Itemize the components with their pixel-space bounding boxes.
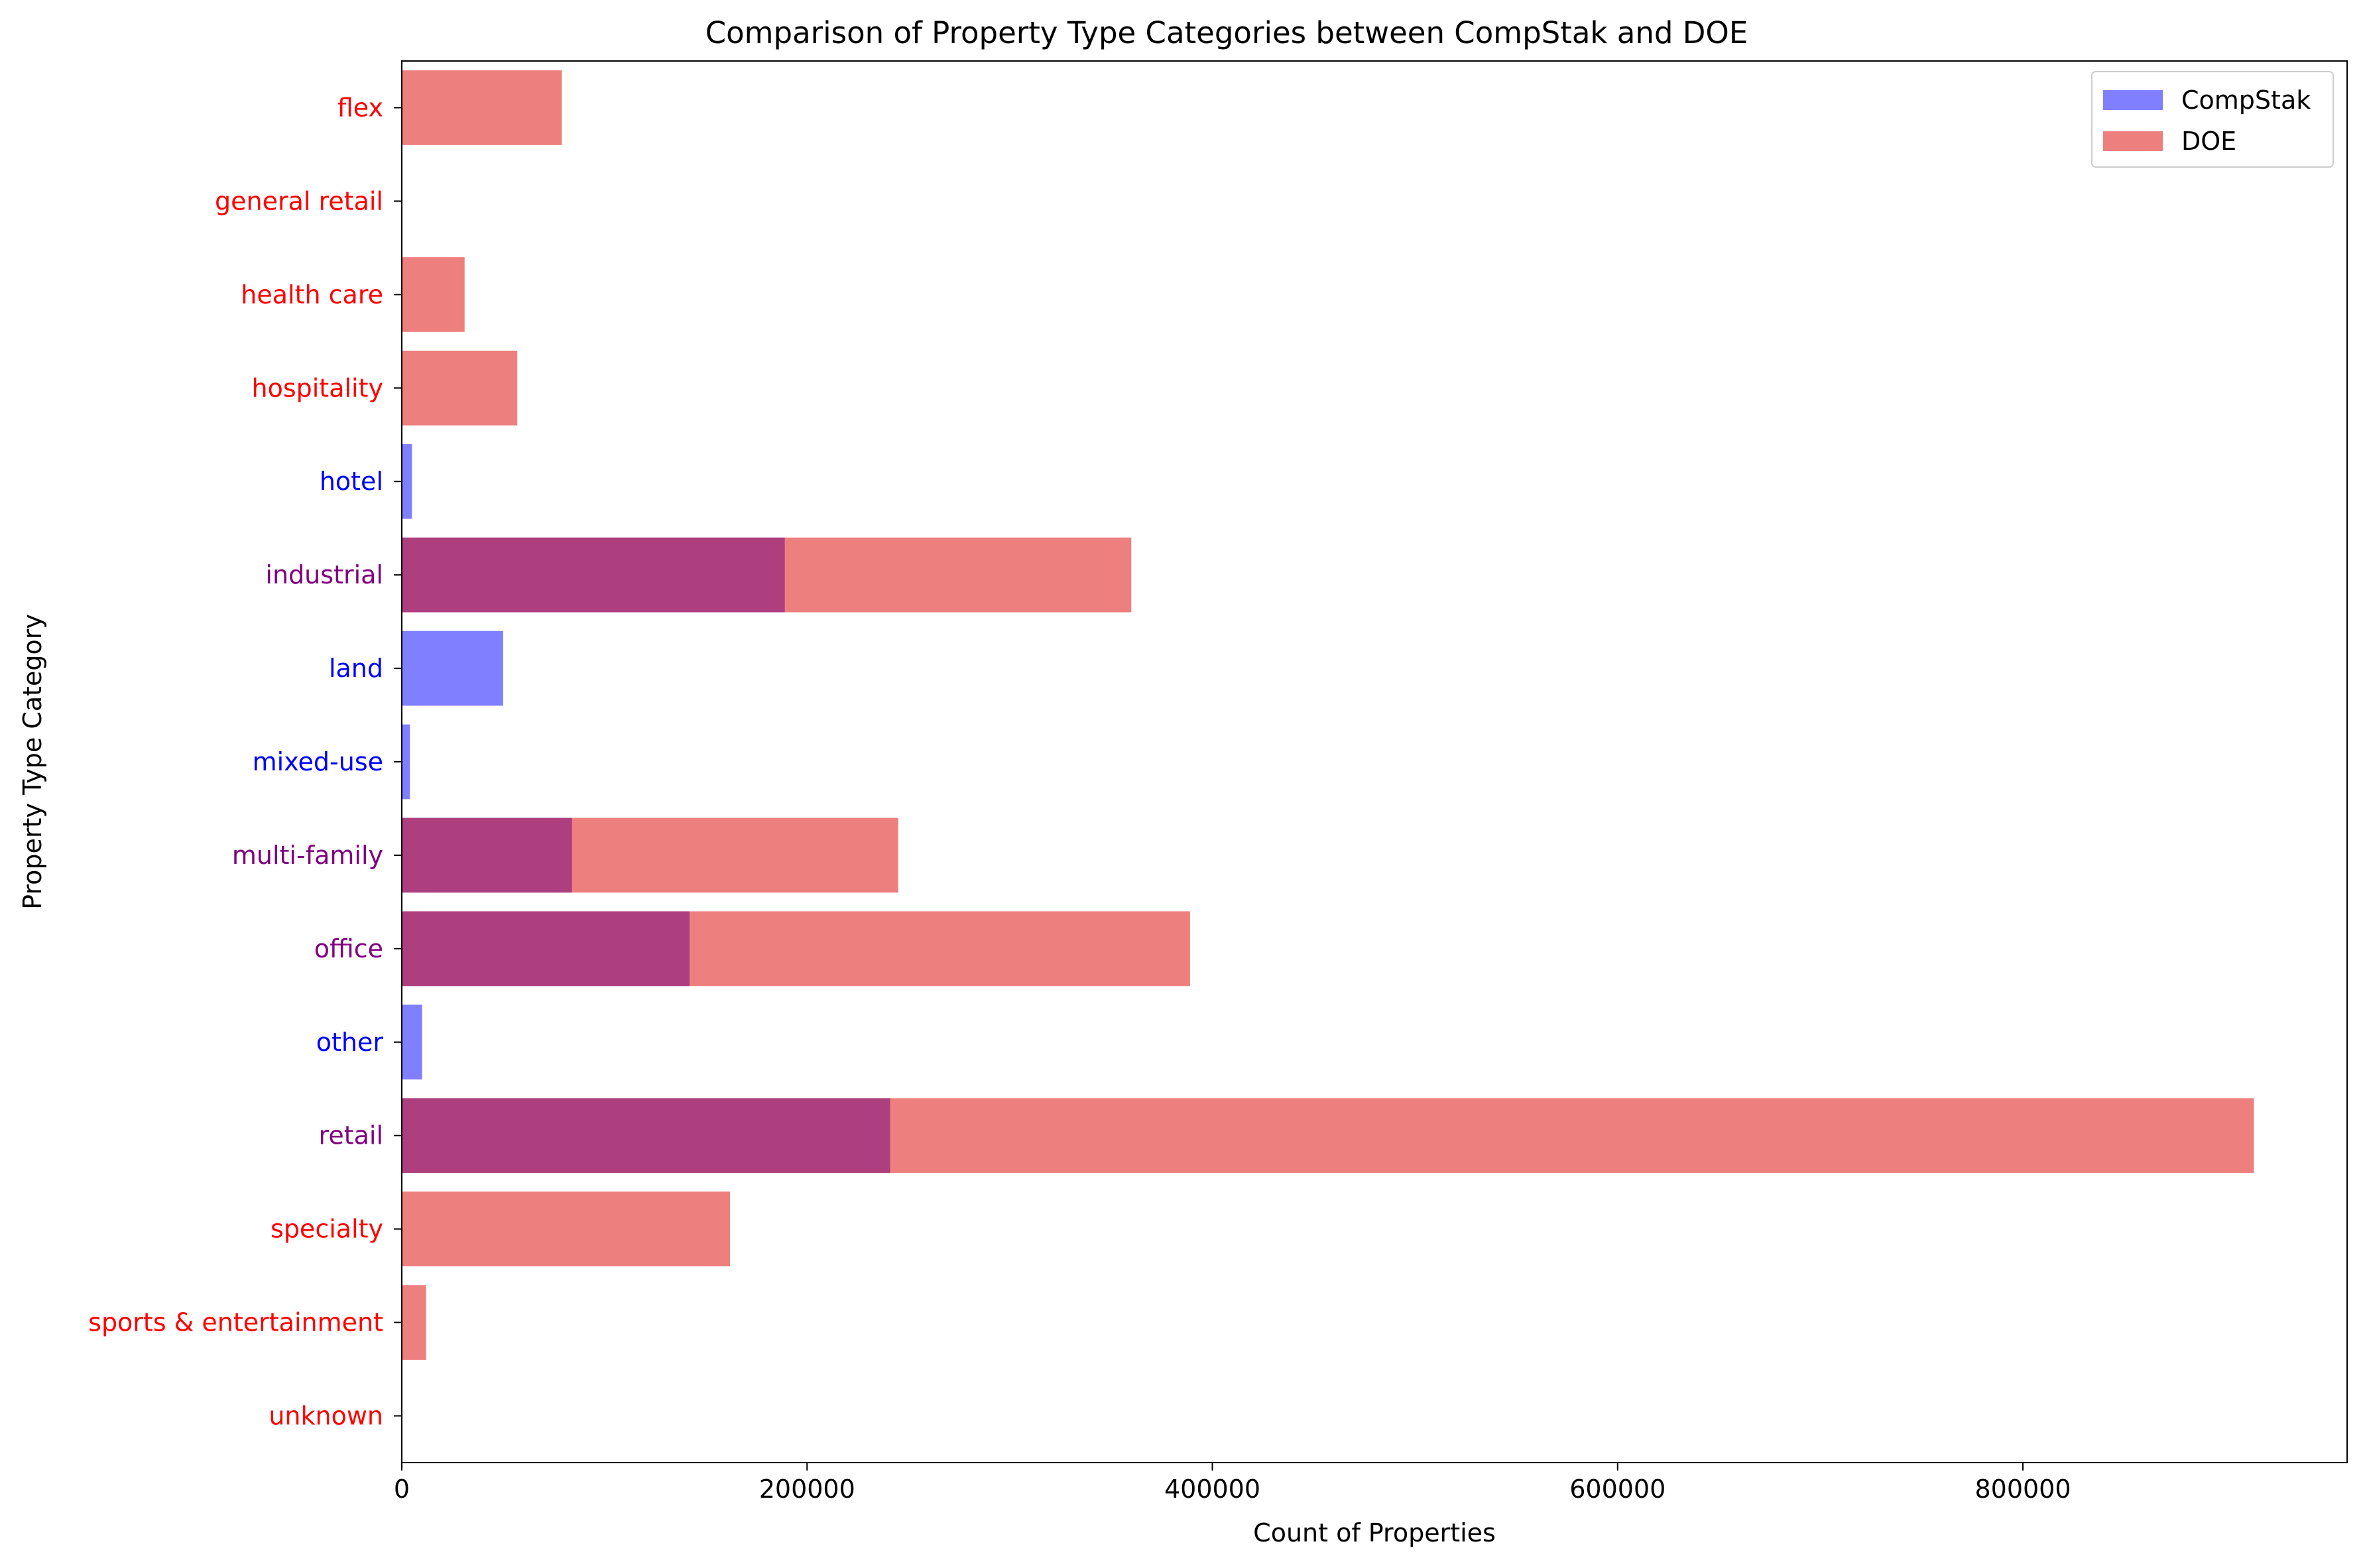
x-axis-ticks: 0 200000 400000 600000 800000: [394, 1463, 2071, 1504]
y-tick-label-hotel: hotel: [320, 467, 383, 496]
chart-title: Comparison of Property Type Categories b…: [705, 15, 1748, 50]
bar-doe-multi-family: [402, 817, 898, 893]
y-tick-label-mixed-use: mixed-use: [253, 747, 383, 776]
x-tick-label: 600000: [1569, 1475, 1666, 1504]
legend-label-compstak: CompStak: [2181, 86, 2311, 115]
legend: CompStak DOE: [2091, 71, 2334, 168]
y-tick-label-industrial: industrial: [265, 560, 383, 589]
legend-swatch-doe: [2103, 131, 2163, 151]
y-tick-label-health-care: health care: [241, 280, 383, 309]
bar-compstak-mixed-use: [402, 724, 410, 800]
y-tick-label-flex: flex: [337, 93, 383, 122]
y-tick-label-unknown: unknown: [269, 1402, 383, 1431]
bar-doe-industrial: [402, 537, 1132, 613]
bar-compstak-other: [402, 1004, 422, 1080]
bar-doe-flex: [402, 70, 562, 145]
x-tick-label: 800000: [1974, 1475, 2071, 1504]
bar-doe-specialty: [402, 1191, 731, 1267]
y-tick-label-land: land: [329, 654, 383, 683]
y-tick-label-office: office: [314, 934, 383, 963]
x-axis-label: Count of Properties: [1253, 1518, 1496, 1547]
y-tick-label-specialty: specialty: [271, 1215, 383, 1244]
bar-doe-office: [402, 911, 1190, 987]
x-tick-label: 200000: [759, 1475, 855, 1504]
y-tick-label-other: other: [316, 1028, 384, 1057]
bars-layer: [402, 70, 2254, 1360]
y-tick-label-hospitality: hospitality: [252, 373, 384, 402]
bar-doe-health-care: [402, 257, 465, 332]
bar-doe-retail: [402, 1098, 2254, 1174]
legend-label-doe: DOE: [2181, 127, 2236, 156]
y-tick-label-sports-entertainment: sports & entertainment: [88, 1308, 383, 1337]
y-axis-ticks: flex general retail health care hospitality…: [88, 93, 402, 1431]
y-tick-label-retail: retail: [319, 1121, 383, 1150]
y-tick-label-multi-family: multi-family: [232, 841, 383, 870]
bar-compstak-land: [402, 631, 503, 706]
bar-doe-sports-entertainment: [402, 1285, 426, 1360]
bar-compstak-hotel: [402, 444, 412, 519]
x-tick-label: 0: [394, 1475, 410, 1504]
bar-doe-hospitality: [402, 350, 518, 426]
y-tick-label-general-retail: general retail: [215, 186, 383, 215]
y-axis-label: Property Type Category: [18, 614, 47, 910]
legend-swatch-compstak: [2103, 90, 2163, 110]
x-tick-label: 400000: [1164, 1475, 1260, 1504]
